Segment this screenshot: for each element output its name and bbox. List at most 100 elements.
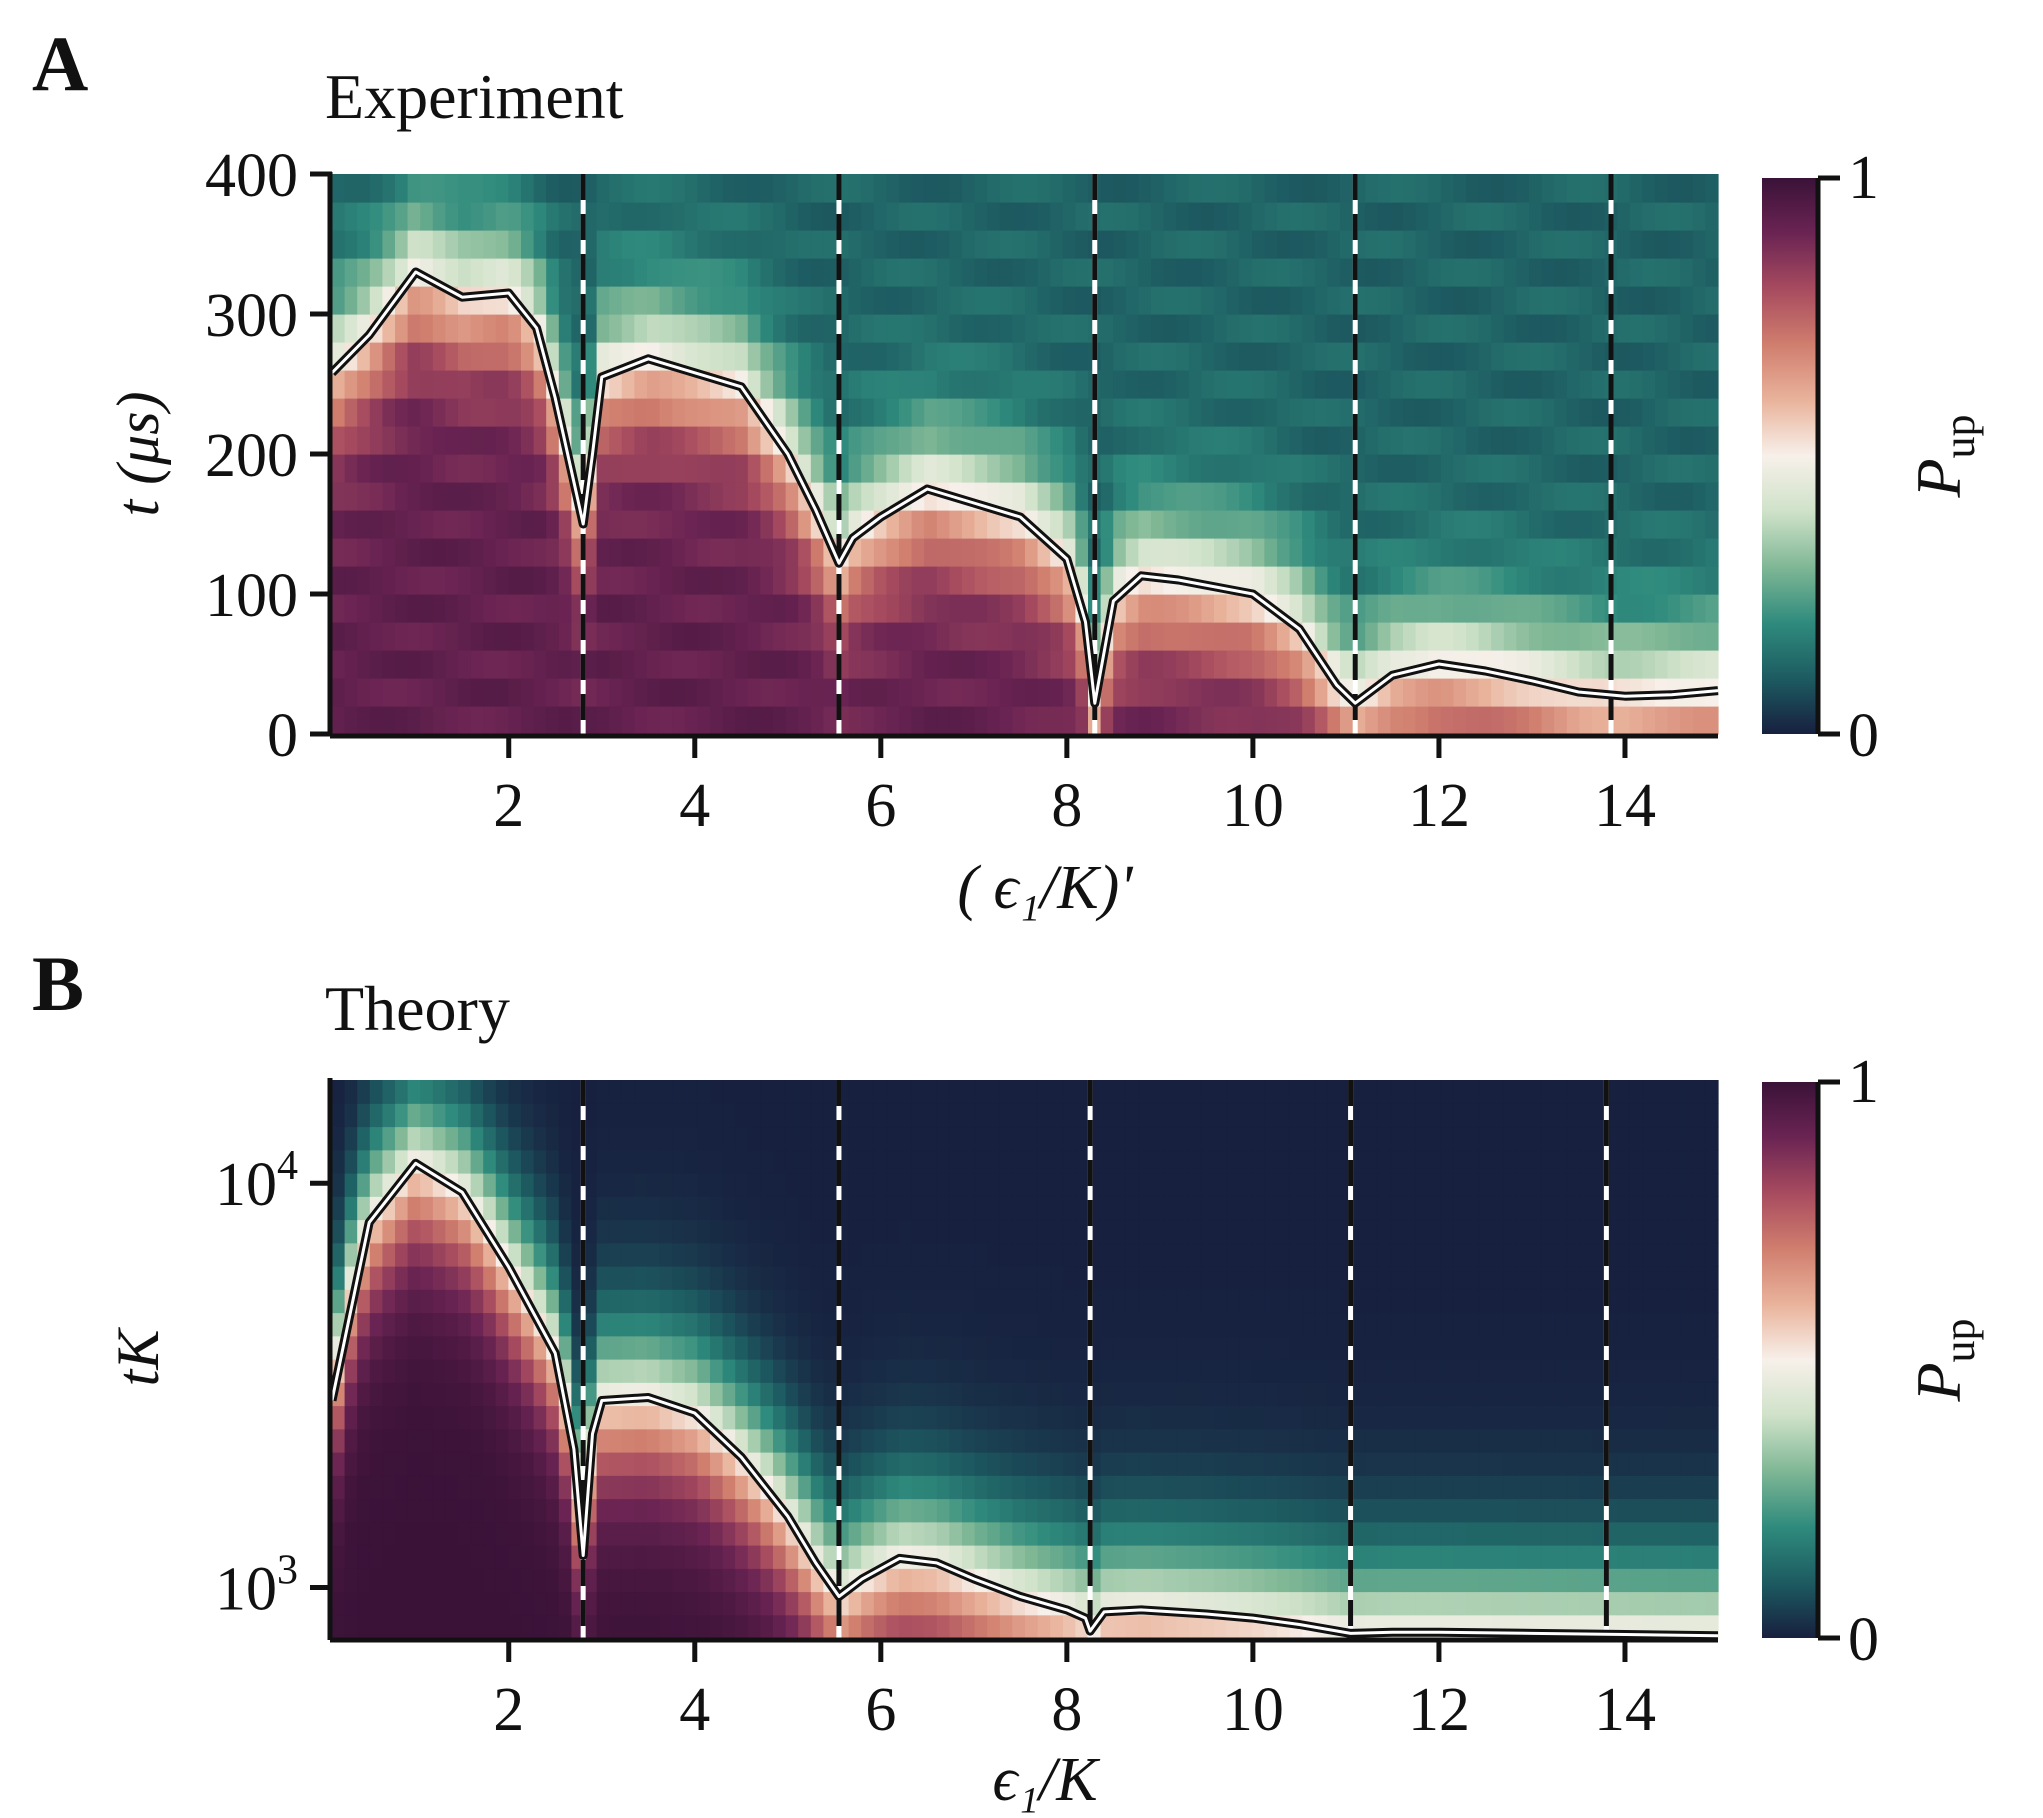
heatmap-cell bbox=[1314, 1196, 1328, 1221]
heatmap-cell bbox=[1692, 1126, 1706, 1151]
heatmap-cell bbox=[1251, 650, 1265, 679]
heatmap-cell bbox=[584, 230, 598, 259]
heatmap-cell bbox=[483, 706, 497, 735]
heatmap-cell bbox=[1277, 1475, 1291, 1500]
heatmap-cell bbox=[1680, 258, 1694, 287]
heatmap-cell bbox=[1050, 678, 1064, 707]
heatmap-cell bbox=[999, 1428, 1013, 1453]
heatmap-cell bbox=[1214, 678, 1228, 707]
heatmap-cell bbox=[1163, 426, 1177, 455]
heatmap-cell bbox=[1214, 1080, 1228, 1104]
heatmap-cell bbox=[760, 1335, 774, 1360]
heatmap-cell bbox=[924, 1196, 938, 1221]
heatmap-cell bbox=[1390, 1382, 1404, 1407]
heatmap-cell bbox=[1491, 538, 1505, 567]
heatmap-cell bbox=[722, 1382, 736, 1407]
heatmap-cell bbox=[1188, 1242, 1202, 1267]
heatmap-cell bbox=[445, 1475, 459, 1500]
heatmap-cell bbox=[621, 258, 635, 287]
heatmap-cell bbox=[558, 1521, 572, 1546]
heatmap-cell bbox=[1415, 202, 1429, 231]
heatmap-cell bbox=[1642, 1266, 1656, 1290]
heatmap-cell bbox=[1579, 398, 1593, 427]
heatmap-cell bbox=[798, 1498, 812, 1523]
heatmap-cell bbox=[1705, 202, 1719, 231]
heatmap-cell bbox=[395, 1498, 409, 1523]
heatmap-cell bbox=[735, 1521, 749, 1546]
heatmap-cell bbox=[974, 1521, 988, 1546]
heatmap-cell bbox=[458, 1428, 472, 1453]
heatmap-cell bbox=[420, 1335, 434, 1360]
heatmap-cell bbox=[1037, 258, 1051, 287]
heatmap-cell bbox=[1264, 1591, 1278, 1616]
heatmap-cell bbox=[1453, 1149, 1467, 1174]
contour-line bbox=[330, 1161, 1719, 1638]
heatmap-cell bbox=[596, 1614, 610, 1639]
heatmap-cell bbox=[1541, 1080, 1555, 1104]
heatmap-cell bbox=[1214, 650, 1228, 679]
heatmap-cell bbox=[546, 1521, 560, 1546]
heatmap-cell bbox=[1163, 510, 1177, 539]
heatmap-cell bbox=[987, 510, 1001, 539]
heatmap-cell bbox=[999, 706, 1013, 735]
heatmap-cell bbox=[1251, 1359, 1265, 1383]
heatmap-cell bbox=[344, 1498, 358, 1523]
heatmap-cell bbox=[672, 1266, 686, 1290]
heatmap-cell bbox=[1151, 174, 1165, 203]
heatmap-cell bbox=[1188, 482, 1202, 511]
heatmap-cell bbox=[546, 1289, 560, 1314]
heatmap-cell bbox=[785, 706, 799, 735]
heatmap-cell bbox=[659, 594, 673, 623]
heatmap-cell bbox=[798, 1242, 812, 1267]
heatmap-cell bbox=[1705, 1289, 1719, 1314]
heatmap-cell bbox=[1466, 1591, 1480, 1616]
heatmap-cell bbox=[773, 1452, 787, 1476]
heatmap-cell bbox=[432, 1335, 446, 1360]
heatmap-cell bbox=[1579, 1335, 1593, 1360]
heatmap-cell bbox=[1201, 594, 1215, 623]
heatmap-cell bbox=[647, 1149, 661, 1174]
heatmap-cell bbox=[1541, 258, 1555, 287]
heatmap-cell bbox=[1415, 1475, 1429, 1500]
heatmap-cell bbox=[785, 650, 799, 679]
heatmap-cell bbox=[344, 1428, 358, 1453]
heatmap-cell bbox=[1100, 1498, 1114, 1523]
heatmap-cell bbox=[999, 1545, 1013, 1569]
heatmap-cell bbox=[710, 1521, 724, 1546]
heatmap-cell bbox=[999, 454, 1013, 483]
heatmap-cell bbox=[1566, 706, 1580, 735]
heatmap-cell bbox=[458, 1521, 472, 1546]
heatmap-cell bbox=[1075, 1219, 1089, 1244]
heatmap-cell bbox=[1503, 1405, 1517, 1430]
heatmap-cell bbox=[1062, 286, 1076, 315]
heatmap-cell bbox=[458, 1289, 472, 1314]
heatmap-cell bbox=[1377, 370, 1391, 399]
heatmap-cell bbox=[1478, 1266, 1492, 1290]
heatmap-cell bbox=[924, 1498, 938, 1523]
heatmap-cell bbox=[1453, 622, 1467, 651]
heatmap-cell bbox=[369, 622, 383, 651]
heatmap-cell bbox=[1201, 1312, 1215, 1337]
heatmap-cell bbox=[722, 1475, 736, 1500]
heatmap-cell bbox=[886, 454, 900, 483]
heatmap-cell bbox=[1642, 174, 1656, 203]
heatmap-cell bbox=[1050, 1545, 1064, 1569]
heatmap-cell bbox=[697, 258, 711, 287]
heatmap-cell bbox=[1503, 678, 1517, 707]
heatmap-cell bbox=[1176, 1149, 1190, 1174]
heatmap-cell bbox=[1466, 1149, 1480, 1174]
heatmap-cell bbox=[1264, 1266, 1278, 1290]
heatmap-cell bbox=[1025, 230, 1039, 259]
heatmap-cell bbox=[1201, 342, 1215, 371]
heatmap-cell bbox=[647, 1103, 661, 1128]
heatmap-cell bbox=[760, 230, 774, 259]
heatmap-cell bbox=[911, 1614, 925, 1639]
heatmap-cell bbox=[785, 1196, 799, 1221]
heatmap-cell bbox=[1554, 426, 1568, 455]
heatmap-cell bbox=[1125, 1428, 1139, 1453]
heatmap-cell bbox=[609, 622, 623, 651]
heatmap-cell bbox=[369, 1452, 383, 1476]
heatmap-cell bbox=[609, 1080, 623, 1104]
heatmap-cell bbox=[710, 1289, 724, 1314]
heatmap-cell bbox=[357, 706, 371, 735]
